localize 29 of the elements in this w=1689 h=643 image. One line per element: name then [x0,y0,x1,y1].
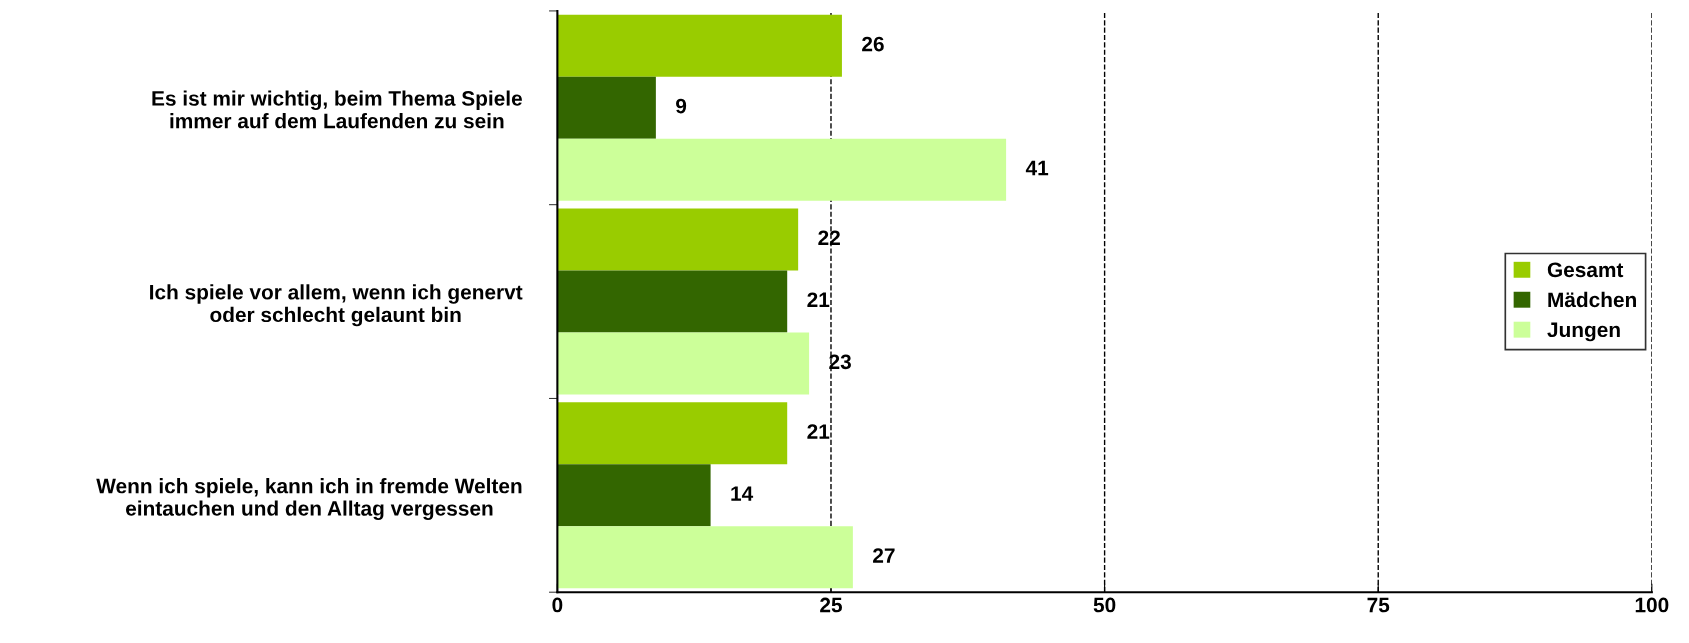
x-tick-label: 0 [552,597,563,613]
data-label: 14 [731,486,754,501]
data-label: 9 [676,98,687,114]
x-tick-label: 25 [820,597,842,613]
data-label: 26 [862,36,884,52]
data-label: 23 [829,354,851,370]
legend-label: Mädchen [1548,291,1636,308]
bar [557,332,810,395]
x-tick-label: 100 [1635,597,1669,613]
legend-label: Jungen [1547,322,1620,342]
y-tick-label: Wenn ich spiele, kann ich in fremde Welten eintauchen und den Alltag vergessen [96,478,522,521]
bar [557,208,799,271]
bar [557,14,842,77]
x-tick-label: 50 [1093,597,1116,613]
bar [557,270,788,333]
data-label: 41 [1025,160,1049,176]
bar [557,138,1007,201]
y-tick-label: Es ist mir wichtig, beim Thema Spiele immer auf dem Laufenden zu sein [152,90,522,129]
bar [557,402,788,465]
legend-label: Gesamt [1547,262,1624,278]
data-label: 27 [873,548,895,563]
bar [557,464,711,527]
bar [557,76,656,139]
data-label: 21 [807,292,830,307]
data-label: 22 [818,230,840,245]
data-label: 21 [807,424,830,439]
x-tick-label: 75 [1367,597,1390,613]
y-tick-label: Ich spiele vor allem, wenn ich genervt oder schlecht gelaunt bin [150,284,523,327]
bar [557,526,853,589]
